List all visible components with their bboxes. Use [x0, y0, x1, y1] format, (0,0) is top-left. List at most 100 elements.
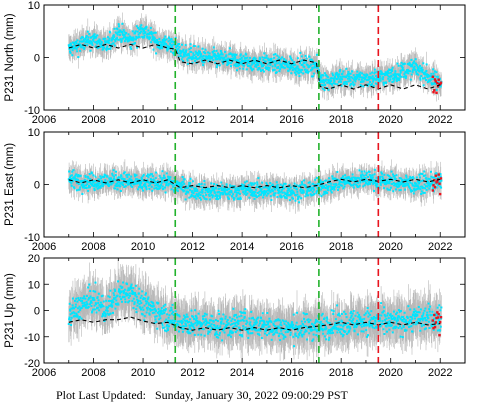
data-point — [243, 192, 246, 195]
data-point — [372, 182, 375, 185]
data-point — [301, 181, 303, 184]
data-point — [184, 192, 187, 195]
data-point — [299, 62, 301, 65]
data-point — [153, 187, 156, 190]
data-point — [339, 69, 342, 71]
data-point — [144, 31, 147, 34]
data-point — [371, 71, 374, 74]
data-point — [212, 59, 215, 62]
data-point — [431, 77, 434, 80]
data-point — [332, 186, 334, 189]
data-point — [98, 181, 101, 184]
data-point — [334, 82, 337, 85]
data-point — [161, 47, 164, 50]
data-point — [304, 195, 307, 198]
data-point — [311, 59, 314, 62]
data-point — [77, 183, 80, 186]
data-point — [236, 64, 239, 67]
data-point — [165, 46, 168, 49]
data-point — [151, 35, 154, 38]
data-point — [76, 50, 79, 53]
data-point — [148, 181, 151, 184]
data-point — [183, 182, 186, 185]
data-point — [150, 179, 153, 181]
data-point — [218, 64, 221, 67]
data-point — [188, 48, 191, 51]
data-point — [435, 71, 438, 74]
data-point — [328, 79, 331, 82]
data-point — [336, 178, 339, 181]
data-point — [150, 181, 153, 184]
data-point — [408, 70, 410, 72]
data-point — [378, 79, 380, 82]
data-point — [266, 63, 269, 66]
y-tick-label: 10 — [28, 0, 40, 12]
data-point — [327, 186, 330, 189]
data-point — [296, 190, 299, 193]
data-point — [238, 64, 240, 66]
data-point — [368, 174, 371, 176]
data-point — [283, 182, 286, 185]
data-point — [158, 187, 161, 190]
data-point — [345, 83, 348, 86]
data-point — [311, 68, 314, 71]
data-point — [371, 176, 374, 179]
data-point — [289, 186, 292, 189]
data-point — [220, 53, 223, 56]
data-point — [220, 56, 223, 59]
data-point — [393, 78, 396, 81]
data-point — [250, 184, 253, 187]
data-point — [178, 181, 181, 184]
data-point — [104, 174, 107, 177]
data-point — [71, 174, 73, 177]
data-point — [140, 176, 143, 179]
data-point — [148, 33, 150, 36]
data-point — [103, 46, 106, 49]
data-point — [320, 76, 323, 79]
data-point — [342, 177, 345, 180]
data-point — [315, 53, 318, 56]
data-point — [259, 61, 262, 64]
data-point — [313, 193, 316, 195]
data-point — [324, 179, 327, 182]
data-point — [171, 183, 174, 186]
data-point — [150, 41, 153, 44]
data-point — [167, 175, 169, 178]
data-point — [164, 191, 167, 194]
data-point — [364, 177, 367, 180]
data-point — [153, 179, 156, 182]
data-point — [251, 69, 254, 72]
data-point — [351, 70, 354, 73]
data-point — [110, 177, 112, 180]
data-point — [111, 174, 114, 177]
data-point — [228, 188, 231, 191]
data-point — [308, 65, 311, 68]
data-point — [167, 47, 169, 50]
data-point — [82, 40, 85, 43]
data-point — [152, 38, 155, 41]
data-point — [394, 72, 397, 75]
data-point — [245, 180, 248, 183]
data-point — [371, 77, 374, 80]
data-point — [206, 56, 209, 59]
data-point — [284, 196, 287, 199]
data-point — [253, 192, 256, 195]
data-point — [92, 180, 95, 183]
data-point — [224, 188, 227, 191]
data-point — [234, 59, 237, 62]
data-point — [160, 184, 163, 187]
data-point — [370, 180, 373, 183]
data-point — [191, 190, 194, 193]
data-point — [161, 41, 164, 44]
data-point — [282, 194, 285, 197]
data-point — [333, 186, 336, 189]
data-point — [138, 179, 141, 181]
data-point — [378, 186, 381, 189]
data-point — [137, 186, 140, 189]
data-point — [155, 52, 158, 55]
data-point — [293, 64, 295, 67]
data-point — [253, 56, 256, 59]
data-point — [189, 47, 192, 49]
data-point — [360, 176, 363, 179]
data-point — [303, 179, 306, 182]
